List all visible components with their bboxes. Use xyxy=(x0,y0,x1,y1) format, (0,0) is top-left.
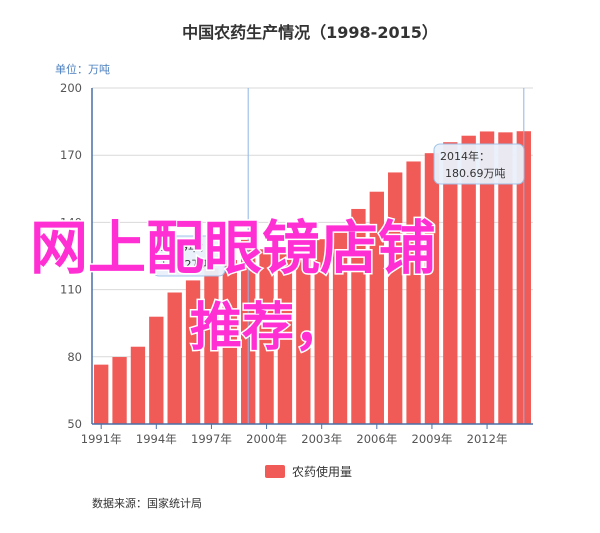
x-tick-label: 1994年 xyxy=(136,432,177,446)
bar-2006[interactable] xyxy=(369,191,384,424)
bar-1998[interactable] xyxy=(222,260,237,424)
legend[interactable]: 农药使用量 xyxy=(265,464,352,479)
y-tick-label: 170 xyxy=(60,148,82,162)
tooltip-2014-value: 180.69万吨 xyxy=(445,167,506,180)
x-tick-label: 1991年 xyxy=(81,432,122,446)
bar-2000[interactable] xyxy=(259,249,274,424)
x-tick-label: 2009年 xyxy=(412,432,453,446)
bar-1995[interactable] xyxy=(167,292,182,424)
source-note: 数据来源：国家统计局 xyxy=(92,496,202,510)
overlay-line-2: 推荐， xyxy=(190,298,346,358)
legend-label: 农药使用量 xyxy=(292,464,352,479)
x-tick-label: 1997年 xyxy=(191,432,232,446)
x-tick-label: 2012年 xyxy=(467,432,508,446)
bar-1997[interactable] xyxy=(204,268,219,424)
bar-2001[interactable] xyxy=(277,250,293,424)
y-axis-ticks: 50 80 110 140 170 200 xyxy=(60,81,82,431)
bar-2010[interactable] xyxy=(443,142,458,424)
y-tick-label: 80 xyxy=(67,350,82,364)
y-tick-label: 50 xyxy=(67,417,82,431)
tooltip-1999: 1999年： 132.2万吨 xyxy=(152,235,226,277)
bar-1994[interactable] xyxy=(149,316,164,424)
y-tick-label: 200 xyxy=(60,81,82,95)
bar-2004[interactable] xyxy=(332,225,348,424)
bar-2005[interactable] xyxy=(351,208,366,424)
tooltip-2014: 2014年： 180.69万吨 xyxy=(433,143,525,185)
bar-2013[interactable] xyxy=(498,132,513,425)
bar-2007[interactable] xyxy=(388,172,403,424)
bar-1991[interactable] xyxy=(94,364,109,424)
x-tick-label: 2000年 xyxy=(246,432,287,446)
tooltip-2014-year: 2014年： xyxy=(440,149,490,163)
x-tick-label: 2003年 xyxy=(301,432,342,446)
bar-1992[interactable] xyxy=(112,357,127,424)
tooltip-1999-value: 132.2万吨 xyxy=(160,258,214,271)
bar-2011[interactable] xyxy=(461,135,476,424)
bar-2012[interactable] xyxy=(479,131,495,424)
bars xyxy=(94,88,531,425)
bar-1993[interactable] xyxy=(130,346,146,424)
bar-2003[interactable] xyxy=(314,239,329,424)
x-tick-label: 2006年 xyxy=(356,432,397,446)
y-tick-label: 140 xyxy=(60,215,82,229)
legend-swatch xyxy=(265,465,285,478)
bar-2002[interactable] xyxy=(296,242,311,424)
x-axis: 1991年 1994年 1997年 2000年 2003年 2006年 2009年 2012年 xyxy=(81,88,533,446)
tooltip-1999-year: 1999年： xyxy=(160,240,210,254)
unit-label: 单位：万吨 xyxy=(55,62,110,76)
y-tick-label: 110 xyxy=(60,283,82,297)
bar-2008[interactable] xyxy=(406,161,421,425)
bar-1996[interactable] xyxy=(185,280,201,424)
chart-title: 中国农药生产情况（1998-2015） xyxy=(182,23,438,42)
overlay-line-1: 网上配眼镜店铺 xyxy=(30,214,436,282)
bar-2009[interactable] xyxy=(424,153,440,424)
